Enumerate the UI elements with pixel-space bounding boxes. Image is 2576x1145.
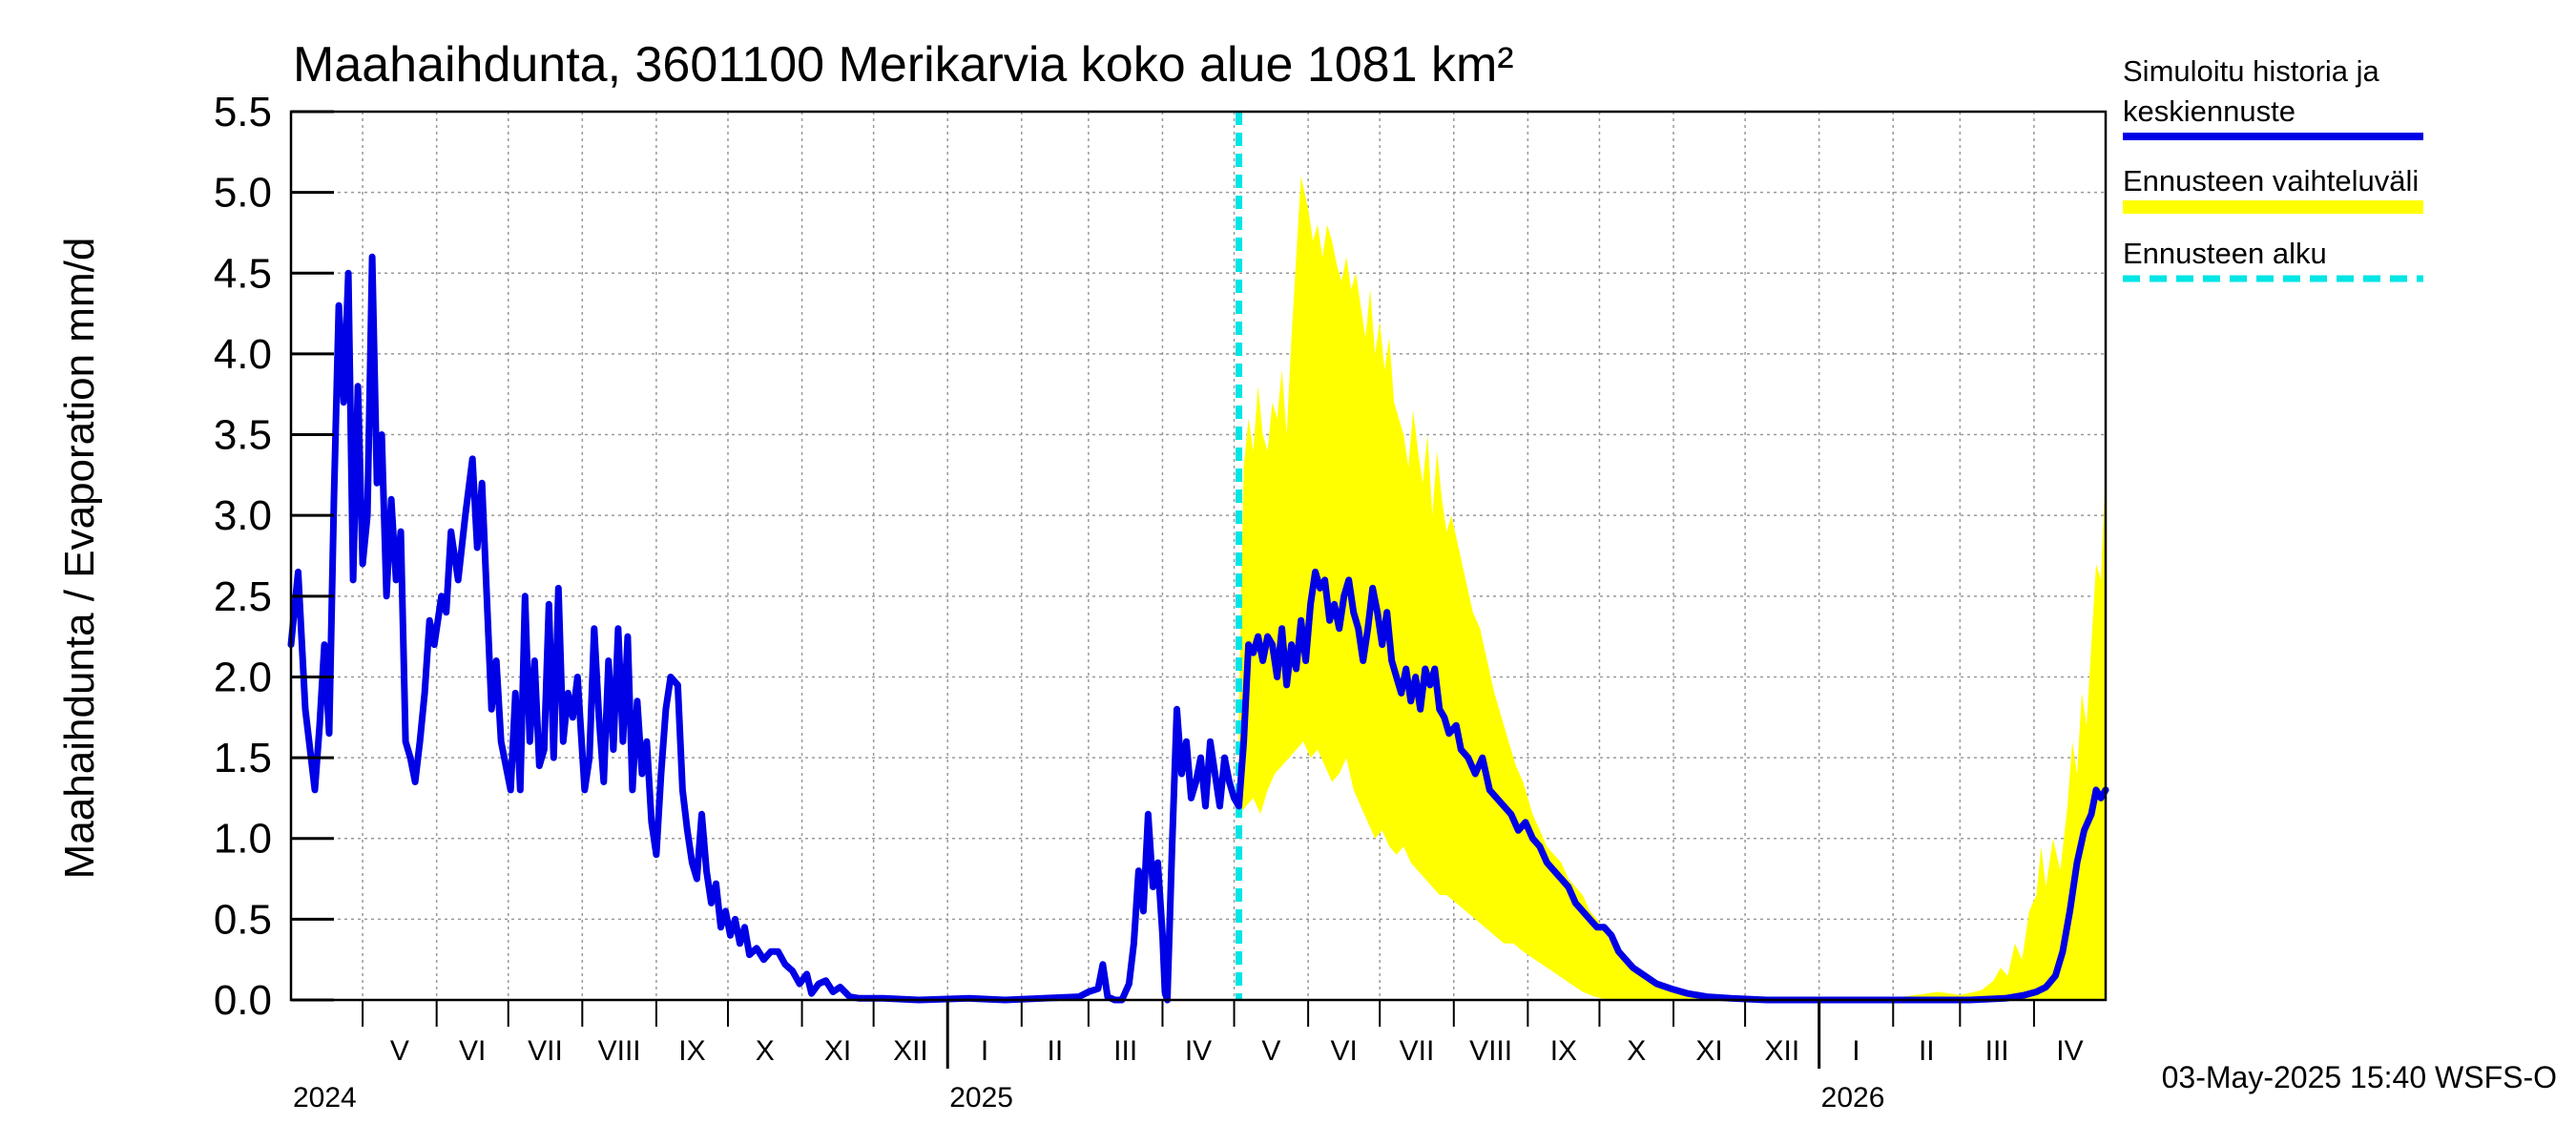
y-tick-label: 3.0 <box>214 492 272 539</box>
y-tick-label: 2.0 <box>214 654 272 700</box>
x-month-label: IX <box>1550 1035 1577 1067</box>
x-month-label: V <box>390 1035 409 1067</box>
y-tick-label: 1.0 <box>214 816 272 863</box>
x-month-label: VI <box>1330 1035 1357 1067</box>
forecast-range-band <box>1238 176 2106 1000</box>
x-month-label: XII <box>1765 1035 1800 1067</box>
legend-history-label-line2: keskiennuste <box>2123 94 2296 128</box>
legend: Simuloitu historia ja keskiennuste Ennus… <box>2123 54 2423 282</box>
x-month-label: XII <box>893 1035 928 1067</box>
x-year-label: 2026 <box>1821 1082 1885 1114</box>
y-tick-label: 4.5 <box>214 250 272 297</box>
x-month-label: I <box>1852 1035 1859 1067</box>
forecast-range-area <box>1238 176 2106 1000</box>
x-year-label: 2025 <box>949 1082 1013 1114</box>
plot-frame <box>289 110 2108 1002</box>
x-month-label: X <box>1627 1035 1646 1067</box>
y-tick-label: 4.0 <box>214 331 272 378</box>
x-month-label: X <box>756 1035 775 1067</box>
x-month-label: XI <box>824 1035 851 1067</box>
x-month-label: VIII <box>598 1035 641 1067</box>
x-axis-ticks: V VI VII VIII IX X XI XII I II III IV V VI VII VIII IX X X… <box>293 1000 2084 1114</box>
legend-band-label: Ennusteen vaihteluväli <box>2123 164 2419 198</box>
x-month-label: IV <box>1185 1035 1212 1067</box>
y-tick-label: 1.5 <box>214 735 272 781</box>
x-month-label: IV <box>2056 1035 2083 1067</box>
x-year-label: 2024 <box>293 1082 357 1114</box>
x-month-label: VII <box>528 1035 563 1067</box>
x-month-label: VII <box>1400 1035 1435 1067</box>
legend-history-label-line1: Simuloitu historia ja <box>2123 54 2380 88</box>
grid <box>291 112 2106 1000</box>
y-axis-label: Maahaihdunta / Evaporation mm/d <box>56 238 103 880</box>
history-series-line <box>287 253 2109 1004</box>
x-month-label: VIII <box>1469 1035 1512 1067</box>
x-month-label: V <box>1261 1035 1280 1067</box>
y-tick-label: 2.5 <box>214 573 272 620</box>
x-month-label: II <box>1048 1035 1064 1067</box>
x-month-label: VI <box>459 1035 486 1067</box>
y-tick-label: 3.5 <box>214 412 272 459</box>
y-tick-label: 5.5 <box>214 89 272 135</box>
x-month-label: III <box>1113 1035 1137 1067</box>
plot-border <box>289 110 2108 1002</box>
chart-title: Maahaihdunta, 3601100 Merikarvia koko al… <box>293 37 1514 93</box>
y-axis-ticks: 0.0 0.5 1.0 1.5 2.0 2.5 3.0 3.5 4.0 4.5 5.0 5.5 <box>214 89 334 1024</box>
y-tick-label: 0.0 <box>214 977 272 1024</box>
y-tick-label: 5.0 <box>214 170 272 217</box>
x-month-label: IX <box>678 1035 705 1067</box>
history-series-layer <box>287 253 2109 1004</box>
y-tick-label: 0.5 <box>214 896 272 943</box>
x-month-label: II <box>1919 1035 1935 1067</box>
legend-forecast-start-label: Ennusteen alku <box>2123 237 2327 270</box>
x-month-label: XI <box>1695 1035 1722 1067</box>
x-month-label: I <box>981 1035 988 1067</box>
x-month-label: III <box>1985 1035 2009 1067</box>
footer-timestamp: 03-May-2025 15:40 WSFS-O <box>2162 1060 2557 1094</box>
